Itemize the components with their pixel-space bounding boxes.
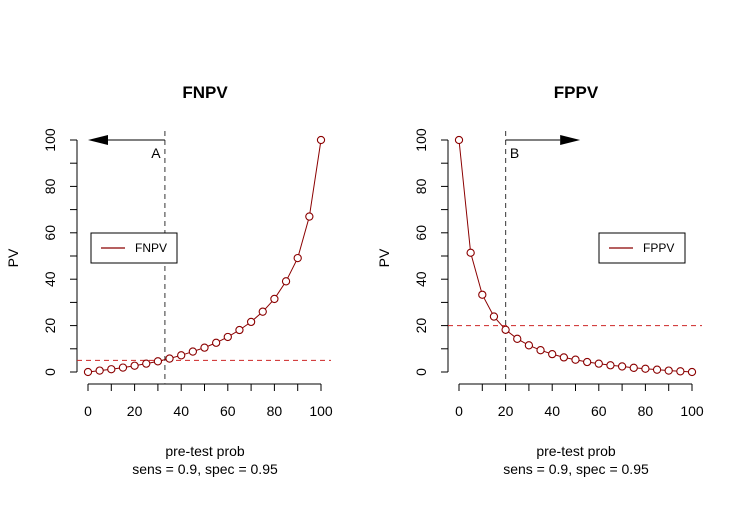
y-tick-label: 0 <box>42 368 58 376</box>
y-tick-label: 20 <box>42 318 58 334</box>
y-tick-label: 100 <box>42 128 58 152</box>
y-tick-label: 60 <box>42 225 58 241</box>
y-tick-label: 80 <box>413 178 429 194</box>
x-tick-label: 60 <box>220 403 236 419</box>
x-tick-label: 60 <box>591 403 607 419</box>
x-tick-label: 100 <box>680 403 704 419</box>
data-point <box>165 354 174 363</box>
arrow-head <box>560 135 581 145</box>
x-tick-label: 20 <box>498 403 514 419</box>
data-point <box>489 312 499 321</box>
data-point <box>188 347 197 356</box>
data-point <box>107 365 116 374</box>
data-point <box>281 277 291 286</box>
data-point <box>559 353 568 362</box>
data-point <box>454 135 464 145</box>
y-tick-label: 60 <box>413 225 429 241</box>
legend: FPPV <box>598 232 686 264</box>
y-axis-label: PV <box>376 248 392 267</box>
data-point <box>270 294 279 304</box>
data-point <box>513 334 522 343</box>
x-tick-label: 20 <box>127 403 143 419</box>
data-point <box>664 366 673 375</box>
data-point <box>641 364 650 373</box>
y-axis-label: PV <box>5 248 21 267</box>
chart-title: FNPV <box>182 83 228 102</box>
chart-fppv: FPPV 0 20 40 60 80 100 PV 0 20 40 60 80 100 pre-test p… <box>376 83 704 477</box>
data-point <box>83 367 93 377</box>
data-point <box>293 253 302 263</box>
arrow-head <box>88 135 108 145</box>
data-point <box>583 357 592 367</box>
data-point <box>305 212 314 221</box>
data-point <box>617 362 627 371</box>
data-point <box>478 290 487 299</box>
data-point <box>95 366 104 375</box>
data-point <box>153 357 163 366</box>
data-point <box>606 361 615 370</box>
x-tick-label: 0 <box>455 403 463 419</box>
chart-title: FPPV <box>554 83 599 102</box>
data-point <box>548 349 557 359</box>
data-point <box>142 359 151 368</box>
y-tick-label: 20 <box>413 318 429 334</box>
data-point <box>687 367 697 377</box>
data-point <box>524 341 534 350</box>
x-tick-label: 40 <box>173 403 189 419</box>
legend: FNPV <box>90 232 178 264</box>
y-tick-label: 40 <box>413 271 429 287</box>
annotation-label: A <box>151 145 161 161</box>
data-point <box>316 135 326 145</box>
x-tick-label: 80 <box>638 403 654 419</box>
y-tick-label: 40 <box>42 271 58 287</box>
y-tick-label: 0 <box>413 368 429 376</box>
data-point <box>235 325 244 335</box>
data-point <box>130 361 139 370</box>
data-point <box>246 317 256 327</box>
x-tick-label: 80 <box>267 403 283 419</box>
chart-fnpv: FNPV 0 20 40 60 80 100 PV 0 20 40 60 80 100 pre-test p… <box>5 83 333 477</box>
legend-box <box>90 232 178 264</box>
data-point <box>211 338 221 347</box>
x-axis-label: pre-test prob <box>165 443 245 459</box>
y-tick-label: 100 <box>413 128 429 152</box>
data-point <box>223 332 232 342</box>
chart-subtitle: sens = 0.9, spec = 0.95 <box>503 461 649 477</box>
y-tick-label: 80 <box>42 178 58 194</box>
legend-label: FNPV <box>135 241 167 255</box>
legend-label: FPPV <box>643 241 674 255</box>
data-point <box>258 307 267 316</box>
data-point <box>652 365 662 374</box>
data-point <box>118 363 128 372</box>
data-point <box>200 343 209 352</box>
data-point <box>536 346 545 355</box>
data-point <box>594 359 603 368</box>
chart-subtitle: sens = 0.9, spec = 0.95 <box>132 461 278 477</box>
data-point <box>571 355 580 364</box>
x-tick-label: 100 <box>309 403 333 419</box>
data-point <box>466 248 475 257</box>
data-point <box>177 351 186 360</box>
data-point <box>676 367 685 376</box>
data-point <box>501 325 510 334</box>
data-point <box>629 363 638 372</box>
x-tick-label: 0 <box>84 403 92 419</box>
x-tick-label: 40 <box>544 403 560 419</box>
x-axis-label: pre-test prob <box>536 443 616 459</box>
annotation-label: B <box>510 145 519 161</box>
